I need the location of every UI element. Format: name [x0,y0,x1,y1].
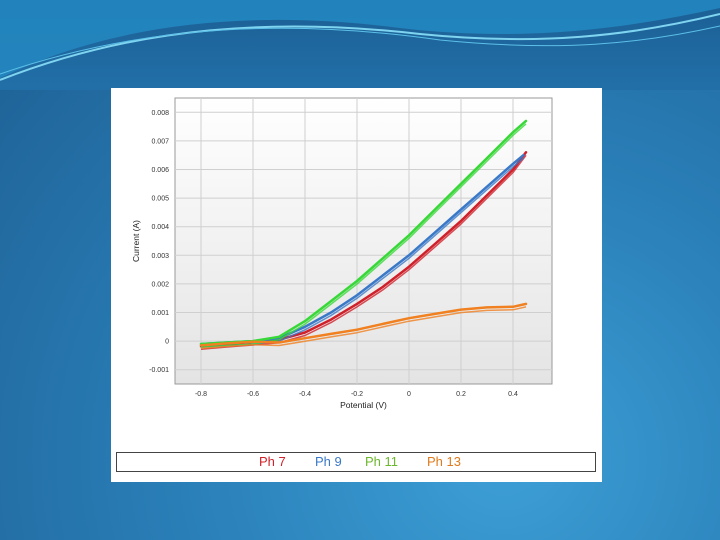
y-tick-label: 0.005 [151,196,169,203]
x-tick-label: 0.2 [456,391,466,398]
plot-area [174,97,553,385]
y-tick-label: 0 [165,339,169,346]
x-tick-label: -0.4 [299,391,311,398]
y-tick-label: 0.004 [151,224,169,231]
y-tick-label: -0.001 [149,367,169,374]
x-tick-label: 0 [407,391,411,398]
legend-item-ph9: Ph 9 [315,454,342,469]
series-return-line-ph13 [200,306,527,350]
x-tick-label: -0.6 [247,391,259,398]
y-tick-label: 0.002 [151,281,169,288]
legend-item-ph7: Ph 7 [259,454,286,469]
series-line-ph13 [199,302,528,347]
x-tick-label: -0.2 [351,391,363,398]
y-tick-label: 0.006 [151,167,169,174]
y-tick-label: 0.007 [151,138,169,145]
series-line-ph11 [199,119,528,346]
y-axis-label: Current (A) [131,220,141,262]
x-tick-label: -0.8 [195,391,207,398]
legend-item-ph11: Ph 11 [365,454,399,469]
x-tick-label: 0.4 [508,391,518,398]
y-tick-label: 0.003 [151,253,169,260]
legend: Ph 7 Ph 9 Ph 11 Ph 13 [116,452,596,472]
x-axis-label: Potential (V) [340,400,387,410]
chart-card: -0.8 -0.6 -0.4 -0.2 0 0.2 0.4 0.008 0.007 0.006 0.… [111,88,602,482]
legend-item-ph13: Ph 13 [427,454,461,469]
chart: -0.8 -0.6 -0.4 -0.2 0 0.2 0.4 0.008 0.007 0.006 0.… [131,97,553,410]
series-return-line-ph11 [200,123,527,348]
y-tick-label: 0.008 [151,110,169,117]
y-tick-label: 0.001 [151,310,169,317]
slide-header-swoosh [0,0,720,90]
